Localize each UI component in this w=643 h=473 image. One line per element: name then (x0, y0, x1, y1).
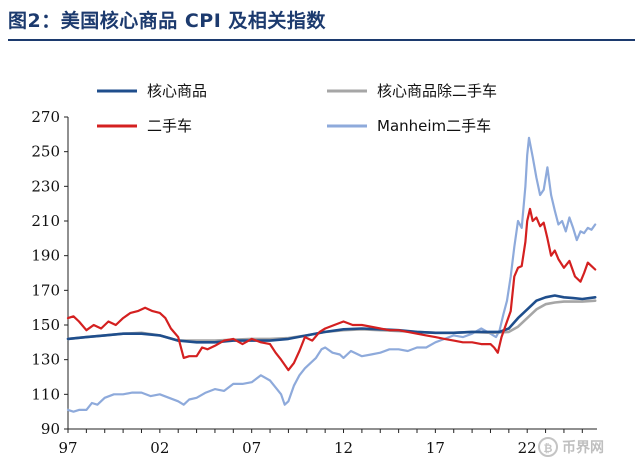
legend-label: Manheim二手车 (377, 117, 491, 135)
figure-title: 图2：美国核心商品 CPI 及相关指数 (8, 10, 326, 32)
series-line-0 (66, 294, 597, 344)
watermark-text: 币界网 (562, 440, 604, 456)
x-tick-label: 12 (334, 439, 353, 457)
x-tick-label: 07 (242, 439, 261, 457)
x-axis: 97 02 07 12 17 22 (58, 428, 597, 457)
x-tick-label: 97 (58, 439, 77, 457)
series-line-3 (66, 136, 597, 413)
watermark-logo-icon (538, 437, 558, 457)
legend-label: 二手车 (147, 117, 192, 135)
title-rule (8, 39, 635, 41)
legend-label: 核心商品 (147, 82, 207, 100)
legend-label: 核心商品除二手车 (377, 82, 497, 100)
x-tick-label: 17 (426, 439, 445, 457)
watermark: ₿ 币界网 (538, 437, 604, 457)
x-tick-label: 22 (518, 439, 537, 457)
y-tick-label: 270 (31, 108, 60, 126)
y-tick-label: 190 (31, 247, 60, 265)
watermark-logo-glyph: ₿ (544, 442, 553, 455)
y-tick-label: 130 (31, 351, 60, 369)
x-tick-label: 02 (150, 439, 169, 457)
series-line-2 (66, 207, 597, 372)
y-tick-label: 250 (31, 143, 60, 161)
y-tick-label: 230 (31, 177, 60, 195)
plot-area (66, 136, 597, 413)
y-tick-label: 110 (31, 385, 60, 403)
y-tick-label: 150 (31, 316, 60, 334)
y-axis: 90 110 130 150 170 190 210 230 250 270 (31, 108, 69, 438)
y-tick-label: 210 (31, 212, 60, 230)
y-tick-label: 90 (41, 420, 60, 438)
y-tick-label: 170 (31, 281, 60, 299)
